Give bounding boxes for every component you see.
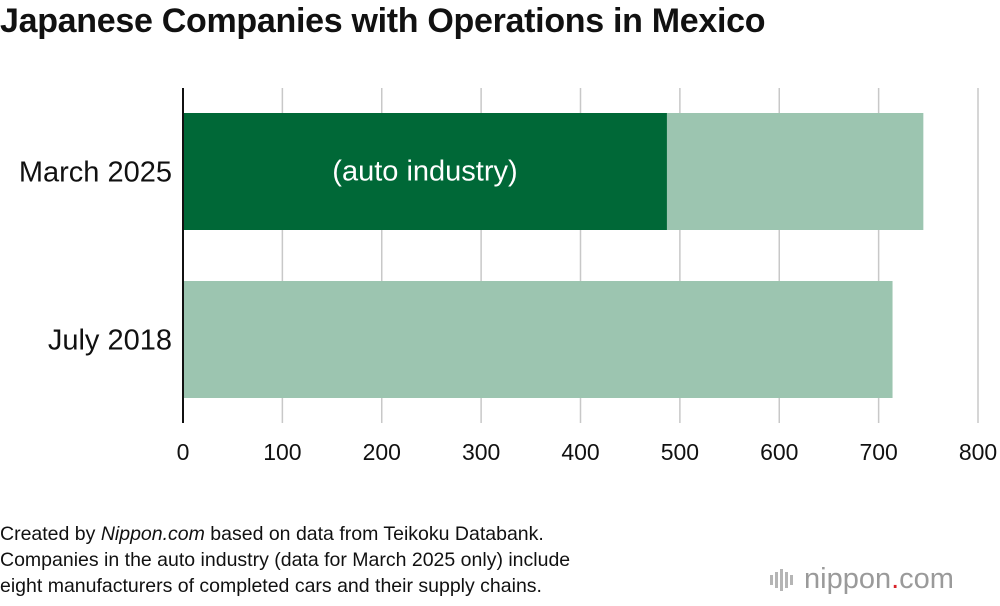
category-label: July 2018 <box>48 325 172 357</box>
segment-labels: (auto industry) <box>332 156 517 188</box>
source-name: Nippon.com <box>100 523 205 545</box>
chart-title: Japanese Companies with Operations in Me… <box>0 2 766 40</box>
x-tick-label: 700 <box>859 439 897 465</box>
footnote-line-2: Companies in the auto industry (data for… <box>0 549 571 571</box>
x-tick-label: 200 <box>363 439 401 465</box>
x-tick-label: 100 <box>263 439 301 465</box>
category-label: March 2025 <box>19 157 172 189</box>
x-tick-label: 0 <box>177 439 190 465</box>
x-tick-label: 800 <box>959 439 997 465</box>
bar-chart: March 2025 July 2018 0 100 200 300 400 500 600 7… <box>19 88 998 465</box>
footnote-prefix: Created by <box>0 523 101 545</box>
nippon-bars-logo-icon <box>770 568 793 591</box>
x-tick-label: 300 <box>462 439 500 465</box>
logo-tld: com <box>899 563 954 595</box>
bar-other-july-2018 <box>183 281 893 398</box>
nippon-logo: nippon. com <box>770 563 954 596</box>
footnote-line-1: Created by Nippon.com based on data from… <box>0 521 570 547</box>
footnote-line-3: eight manufacturers of completed cars an… <box>0 575 542 597</box>
bars <box>183 113 924 398</box>
bar-auto-industry-march-2025 <box>183 113 667 230</box>
category-labels: March 2025 July 2018 <box>19 157 172 357</box>
x-tick-labels: 0 100 200 300 400 500 600 700 800 <box>177 439 998 465</box>
x-tick-label: 500 <box>661 439 699 465</box>
chart-footnote: Created by Nippon.com based on data from… <box>0 521 570 599</box>
segment-label-auto-industry: (auto industry) <box>332 156 517 188</box>
x-tick-label: 400 <box>561 439 599 465</box>
bar-other-march-2025 <box>666 113 924 230</box>
logo-name: nippon <box>804 563 892 595</box>
logo-dot: . <box>891 563 900 595</box>
x-tick-label: 600 <box>760 439 798 465</box>
footnote-suffix: based on data from Teikoku Databank. <box>204 523 544 545</box>
